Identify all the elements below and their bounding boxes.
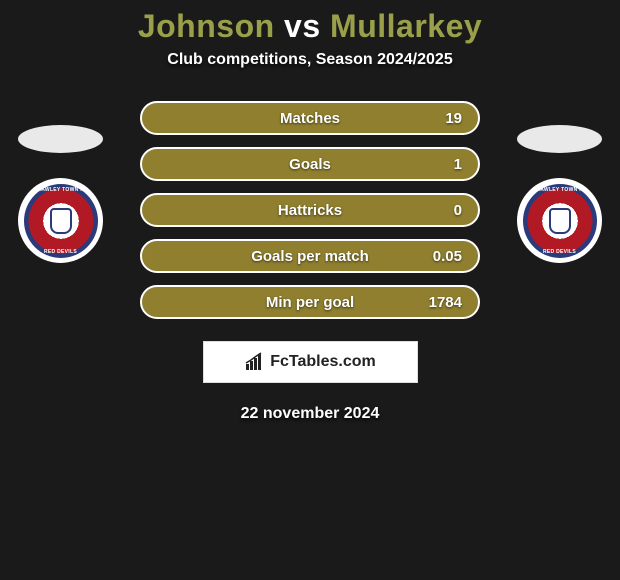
bar-chart-icon <box>244 352 264 372</box>
date-label: 22 november 2024 <box>0 405 620 423</box>
club-badge-graphic: CRAWLEY TOWN FC RED DEVILS <box>24 184 98 258</box>
club-badge-graphic: CRAWLEY TOWN FC RED DEVILS <box>523 184 597 258</box>
brand-attribution: FcTables.com <box>203 341 418 383</box>
stat-value: 1784 <box>429 294 462 311</box>
stat-label: Goals per match <box>251 248 369 265</box>
stat-row: Goals 1 <box>140 147 480 181</box>
badge-bottom-text: RED DEVILS <box>44 249 77 255</box>
stat-row: Matches 19 <box>140 101 480 135</box>
stat-row: Min per goal 1784 <box>140 285 480 319</box>
stat-value: 1 <box>454 156 462 173</box>
comparison-card: Johnson vs Mullarkey Club competitions, … <box>0 0 620 423</box>
stat-row: Hattricks 0 <box>140 193 480 227</box>
stat-label: Goals <box>289 156 331 173</box>
stat-value: 0 <box>454 202 462 219</box>
player1-silhouette <box>18 125 103 153</box>
stat-value: 19 <box>445 110 462 127</box>
stat-value: 0.05 <box>433 248 462 265</box>
player1-club-badge: CRAWLEY TOWN FC RED DEVILS <box>18 178 103 263</box>
stat-row: Goals per match 0.05 <box>140 239 480 273</box>
badge-top-text: CRAWLEY TOWN FC <box>33 187 87 193</box>
shield-icon <box>50 208 72 234</box>
page-title: Johnson vs Mullarkey <box>0 8 620 45</box>
player1-name: Johnson <box>138 8 275 44</box>
badge-top-text: CRAWLEY TOWN FC <box>532 187 586 193</box>
shield-icon <box>549 208 571 234</box>
player2-club-badge: CRAWLEY TOWN FC RED DEVILS <box>517 178 602 263</box>
stat-label: Hattricks <box>278 202 342 219</box>
brand-text: FcTables.com <box>270 353 376 371</box>
player2-silhouette <box>517 125 602 153</box>
stat-label: Matches <box>280 110 340 127</box>
player2-name: Mullarkey <box>330 8 482 44</box>
badge-bottom-text: RED DEVILS <box>543 249 576 255</box>
stats-list: Matches 19 Goals 1 Hattricks 0 Goals per… <box>140 101 480 319</box>
vs-label: vs <box>284 8 321 44</box>
subtitle: Club competitions, Season 2024/2025 <box>0 51 620 69</box>
stat-label: Min per goal <box>266 294 354 311</box>
